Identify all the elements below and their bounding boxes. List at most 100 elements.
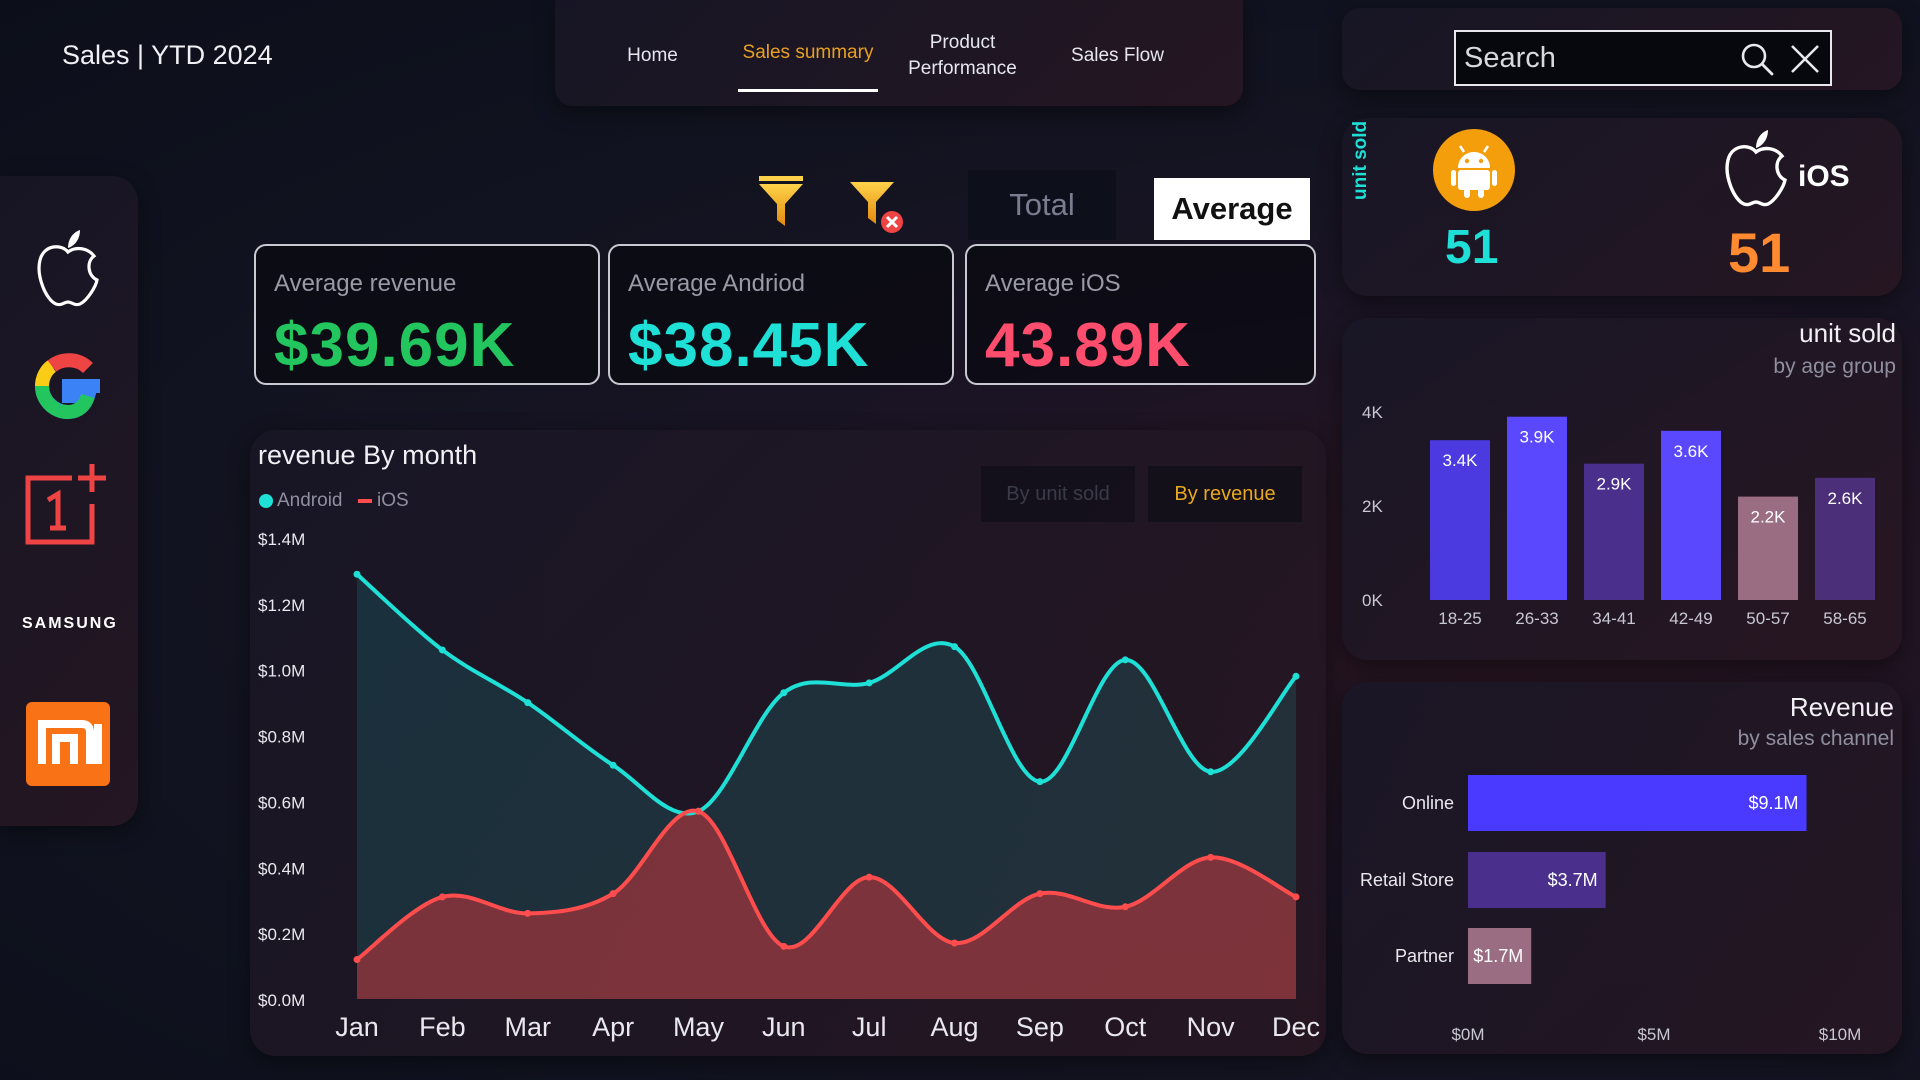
data-point[interactable] — [609, 890, 617, 898]
x-tick-label: $10M — [1819, 1025, 1862, 1044]
close-icon[interactable] — [1786, 40, 1824, 78]
x-tick-label: Jan — [335, 1012, 379, 1042]
bar-data-label: 3.4K — [1443, 451, 1479, 470]
apple-logo[interactable] — [22, 220, 114, 312]
data-point[interactable] — [780, 942, 788, 950]
y-tick-label: $1.0M — [258, 662, 305, 681]
toggle-average[interactable]: Average — [1154, 178, 1310, 240]
data-point[interactable] — [951, 643, 959, 651]
data-point[interactable] — [1036, 890, 1044, 898]
channel-bar[interactable] — [1468, 775, 1807, 831]
ios-area — [357, 810, 1296, 999]
y-tick-label: $1.2M — [258, 596, 305, 615]
data-point[interactable] — [1121, 903, 1129, 911]
ios-label: iOS — [1798, 160, 1850, 193]
y-tick-label: $0.6M — [258, 793, 305, 812]
bar-data-label: 2.2K — [1751, 508, 1787, 527]
x-tick-label: Feb — [419, 1012, 466, 1042]
data-point[interactable] — [1292, 672, 1300, 680]
sales-channel-panel — [1342, 682, 1902, 1054]
data-point[interactable] — [694, 807, 702, 815]
age-bar[interactable] — [1507, 416, 1567, 600]
search-icon[interactable] — [1738, 40, 1776, 78]
age-bar[interactable] — [1584, 463, 1644, 600]
age-bar[interactable] — [1430, 440, 1490, 600]
data-point[interactable] — [1207, 768, 1215, 776]
android-unit-count: 51 — [1445, 221, 1499, 274]
x-tick-label: Sep — [1016, 1012, 1064, 1042]
x-tick-label: Mar — [504, 1012, 551, 1042]
tab-sales-flow[interactable]: Sales Flow — [1071, 45, 1164, 66]
data-point[interactable] — [353, 570, 361, 578]
xiaomi-logo[interactable] — [22, 700, 114, 786]
age-chart-subtitle: by age group — [1773, 355, 1896, 378]
y-tick-label: $1.4M — [258, 530, 305, 549]
y-tick-label: $0.4M — [258, 859, 305, 878]
chart-title: revenue By month — [258, 440, 478, 470]
data-point[interactable] — [353, 955, 361, 963]
x-tick-label: Apr — [592, 1012, 634, 1042]
data-point[interactable] — [780, 689, 788, 697]
kpi-value: $39.69K — [274, 311, 516, 380]
y-tick-label: $0.8M — [258, 728, 305, 747]
data-point[interactable] — [438, 893, 446, 901]
by-revenue-button[interactable]: By revenue — [1148, 466, 1302, 522]
y-tick-label: $0.0M — [258, 991, 305, 1010]
age-bar[interactable] — [1661, 430, 1721, 600]
data-point[interactable] — [524, 699, 532, 707]
channel-bar[interactable] — [1468, 928, 1532, 984]
bar-data-label: 3.6K — [1674, 442, 1710, 461]
legend-marker — [358, 499, 372, 503]
x-tick-label: $0M — [1451, 1025, 1484, 1044]
data-point[interactable] — [524, 909, 532, 917]
funnel-clear-icon[interactable] — [848, 178, 906, 243]
legend-android[interactable]: Android — [259, 490, 343, 512]
x-tick-label: May — [673, 1012, 725, 1042]
tab-home[interactable]: Home — [627, 45, 678, 66]
kpi-value: 43.89K — [985, 311, 1191, 380]
data-point[interactable] — [609, 761, 617, 769]
y-tick-label: $0.2M — [258, 925, 305, 944]
x-tick-label: $5M — [1637, 1025, 1670, 1044]
tab-sales-summary[interactable]: Sales summary — [742, 42, 874, 63]
toggle-total[interactable]: Total — [968, 170, 1116, 240]
kpi-card-average-android: Average Andriod $38.45K — [608, 244, 954, 385]
age-bar[interactable] — [1815, 477, 1875, 600]
samsung-logo[interactable]: SAMSUNG — [22, 615, 116, 639]
x-tick-label: Aug — [931, 1012, 979, 1042]
tab-active-indicator — [738, 89, 878, 92]
channel-chart-subtitle: by sales channel — [1737, 727, 1894, 750]
search-input[interactable] — [1464, 39, 1714, 77]
tab-product-performance[interactable]: Product Performance — [895, 30, 1030, 81]
x-tick-label: Jun — [762, 1012, 806, 1042]
android-icon — [1432, 128, 1516, 217]
channel-bar[interactable] — [1468, 852, 1606, 908]
data-point[interactable] — [951, 939, 959, 947]
data-point[interactable] — [1121, 656, 1129, 664]
apple-icon — [1718, 122, 1794, 219]
data-point[interactable] — [438, 646, 446, 654]
kpi-label: Average iOS — [985, 270, 1121, 297]
x-tick-label: Nov — [1187, 1012, 1236, 1042]
funnel-icon[interactable] — [757, 174, 805, 235]
by-unit-sold-button[interactable]: By unit sold — [981, 466, 1135, 522]
unit-sold-panel — [1342, 118, 1902, 296]
x-tick-label: Dec — [1272, 1012, 1320, 1042]
legend-ios[interactable]: iOS — [358, 490, 409, 512]
x-tick-label: 26-33 — [1515, 609, 1558, 628]
oneplus-logo[interactable] — [22, 458, 114, 550]
data-point[interactable] — [865, 873, 873, 881]
age-bar[interactable] — [1738, 496, 1798, 600]
search-box — [1454, 30, 1832, 86]
bar-data-label: $3.7M — [1548, 870, 1598, 890]
data-point[interactable] — [1292, 893, 1300, 901]
data-point[interactable] — [1036, 778, 1044, 786]
data-point[interactable] — [1207, 853, 1215, 861]
data-point[interactable] — [865, 679, 873, 687]
x-tick-label: 34-41 — [1592, 609, 1635, 628]
google-logo[interactable] — [22, 340, 114, 432]
y-tick-label: 0K — [1362, 591, 1383, 610]
